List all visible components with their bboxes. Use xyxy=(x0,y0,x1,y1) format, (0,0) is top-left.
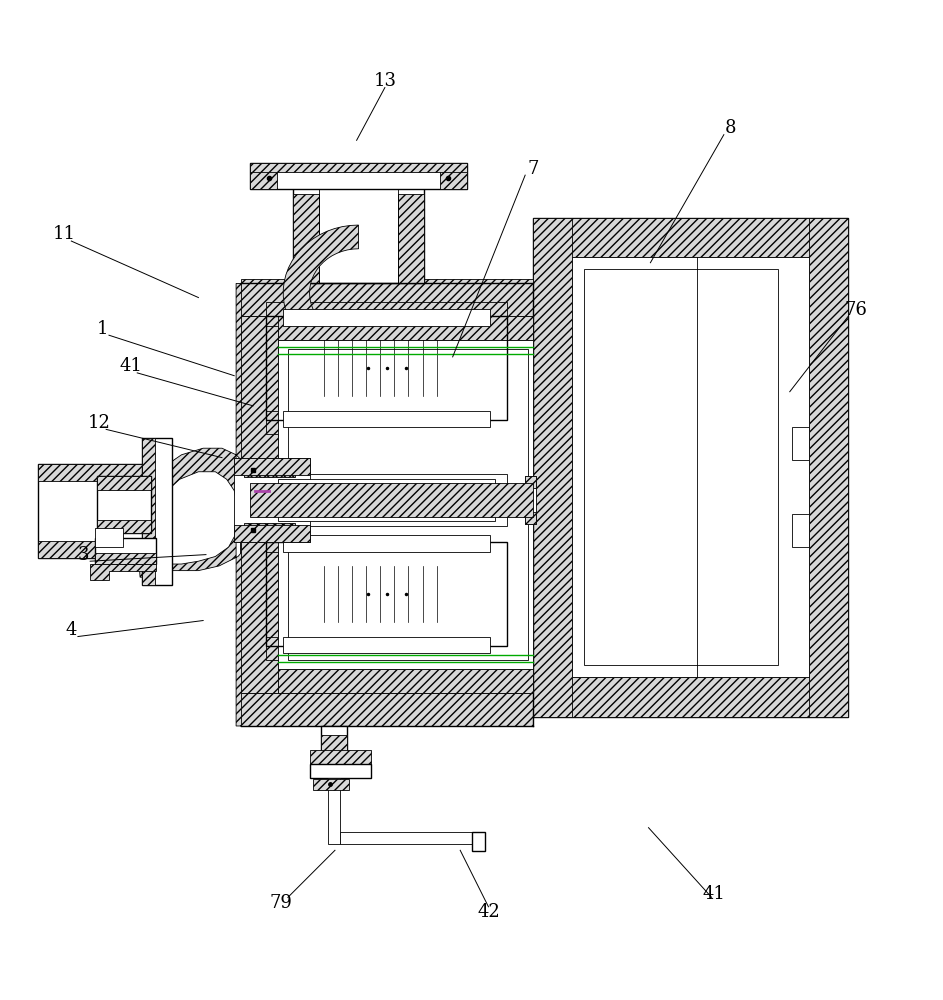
Bar xyxy=(292,185,424,283)
Text: 12: 12 xyxy=(88,414,111,432)
Bar xyxy=(572,257,808,677)
Bar xyxy=(278,479,495,521)
Text: 79: 79 xyxy=(270,894,292,912)
Bar xyxy=(472,832,485,851)
Bar xyxy=(245,316,528,335)
Bar xyxy=(283,309,490,326)
Bar xyxy=(250,483,533,517)
Bar xyxy=(234,525,309,542)
Bar xyxy=(309,750,371,764)
Bar xyxy=(142,438,172,585)
Bar xyxy=(525,512,537,524)
Bar xyxy=(240,316,278,693)
Text: 1: 1 xyxy=(96,320,108,338)
Text: 41: 41 xyxy=(703,885,726,903)
Bar xyxy=(266,302,507,326)
Bar xyxy=(283,326,316,411)
Bar xyxy=(234,458,309,475)
Bar xyxy=(39,541,152,558)
Bar xyxy=(283,535,490,552)
Bar xyxy=(533,218,848,257)
Bar xyxy=(533,677,848,717)
Bar xyxy=(313,779,349,790)
Bar xyxy=(266,474,507,526)
Bar xyxy=(283,411,490,427)
Bar xyxy=(97,476,152,490)
Bar xyxy=(316,335,457,401)
Text: 3: 3 xyxy=(78,546,90,564)
Bar xyxy=(533,218,848,717)
Bar xyxy=(95,538,156,564)
Polygon shape xyxy=(283,225,366,361)
Bar xyxy=(245,674,528,693)
Bar xyxy=(321,735,347,752)
Polygon shape xyxy=(138,283,250,726)
Bar xyxy=(243,462,295,538)
Bar xyxy=(97,476,152,533)
Bar xyxy=(791,514,808,547)
Bar xyxy=(808,218,848,717)
Bar xyxy=(243,523,295,538)
Bar xyxy=(292,194,319,283)
Bar xyxy=(39,464,152,558)
Bar xyxy=(266,411,507,434)
Polygon shape xyxy=(141,283,248,726)
Bar xyxy=(791,427,808,460)
Bar xyxy=(321,726,347,752)
Bar xyxy=(457,552,490,637)
Bar xyxy=(97,520,152,533)
Bar xyxy=(250,163,467,189)
Bar xyxy=(266,637,507,660)
Bar xyxy=(283,552,316,637)
Bar xyxy=(283,637,490,653)
Bar xyxy=(457,326,490,411)
Bar xyxy=(250,163,276,189)
Bar xyxy=(525,476,537,488)
Bar xyxy=(585,269,778,665)
Text: 4: 4 xyxy=(66,621,77,639)
Bar xyxy=(339,832,472,844)
Bar xyxy=(533,218,572,717)
Text: 11: 11 xyxy=(53,225,76,243)
Bar xyxy=(240,279,533,316)
Bar xyxy=(278,316,533,340)
Bar xyxy=(142,438,155,585)
Bar xyxy=(316,561,457,627)
Bar xyxy=(250,163,467,172)
Bar xyxy=(266,316,507,420)
Text: 42: 42 xyxy=(477,903,500,921)
Polygon shape xyxy=(153,472,238,564)
Bar xyxy=(440,163,467,189)
Bar xyxy=(309,764,371,778)
Bar xyxy=(234,458,309,542)
Bar xyxy=(398,194,424,283)
Bar xyxy=(266,528,507,552)
Bar xyxy=(278,340,533,669)
Bar xyxy=(328,778,339,844)
Polygon shape xyxy=(91,564,156,580)
Bar xyxy=(243,462,295,477)
Bar xyxy=(39,464,152,481)
Bar xyxy=(288,349,528,660)
Bar xyxy=(240,693,533,726)
Bar xyxy=(525,476,537,524)
Text: 41: 41 xyxy=(119,357,142,375)
Text: 8: 8 xyxy=(724,119,736,137)
Bar xyxy=(278,669,533,693)
Text: 76: 76 xyxy=(844,301,868,319)
Text: 7: 7 xyxy=(527,160,538,178)
Bar xyxy=(266,542,507,646)
Text: 13: 13 xyxy=(373,72,396,90)
Bar xyxy=(95,553,156,564)
Bar xyxy=(95,528,124,547)
